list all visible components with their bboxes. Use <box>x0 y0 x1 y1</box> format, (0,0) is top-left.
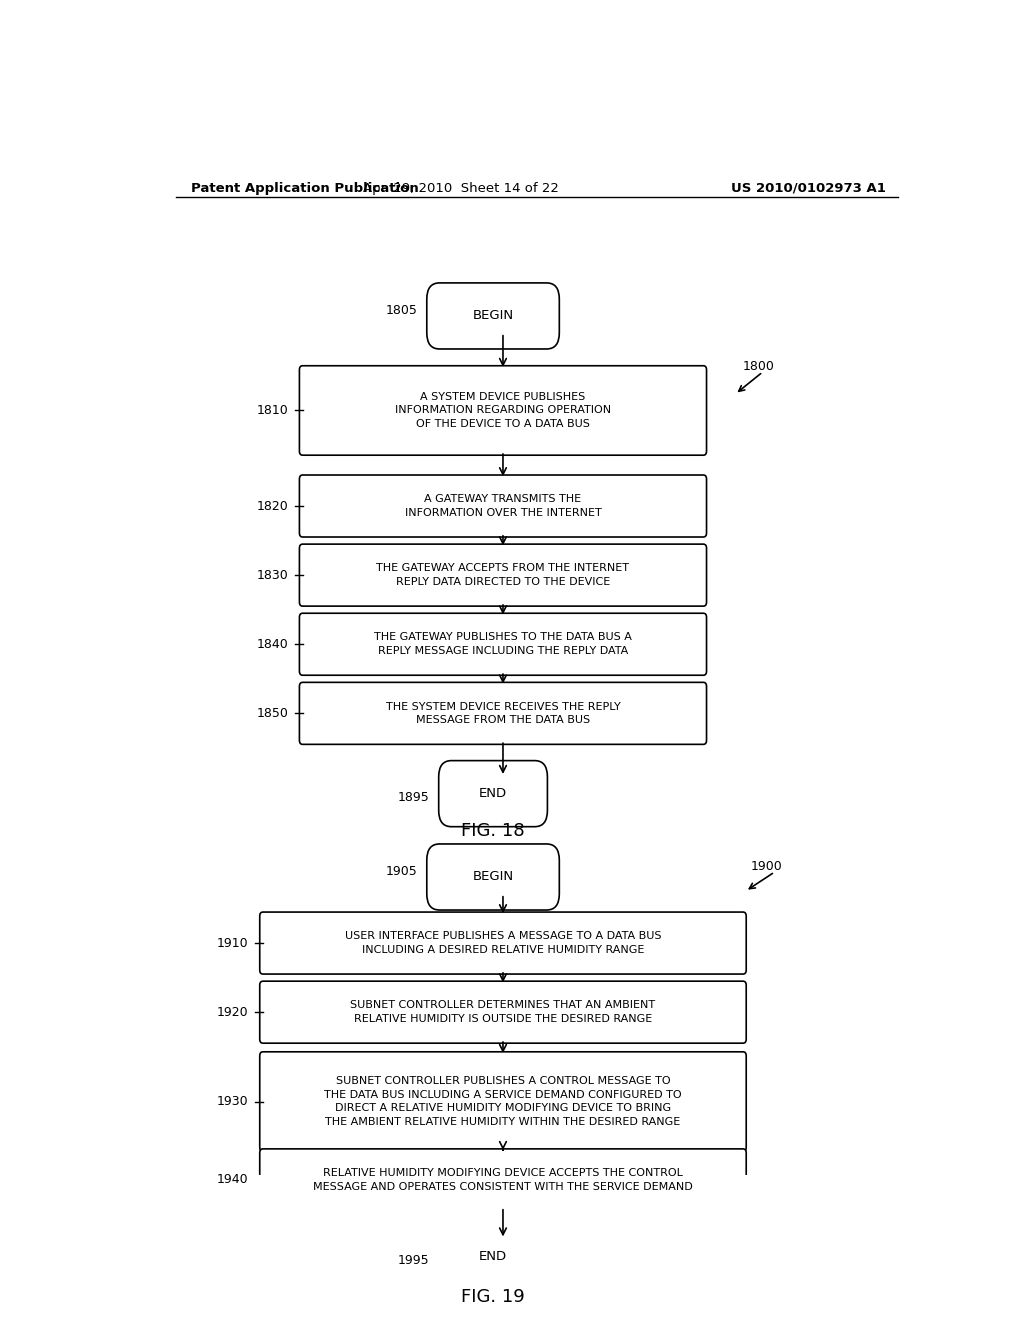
Text: FIG. 18: FIG. 18 <box>461 822 525 841</box>
FancyBboxPatch shape <box>260 981 746 1043</box>
Text: BEGIN: BEGIN <box>472 309 514 322</box>
Text: SUBNET CONTROLLER PUBLISHES A CONTROL MESSAGE TO
THE DATA BUS INCLUDING A SERVIC: SUBNET CONTROLLER PUBLISHES A CONTROL ME… <box>325 1076 682 1127</box>
Text: 1930: 1930 <box>217 1096 249 1107</box>
Text: 1810: 1810 <box>257 404 289 417</box>
Text: THE GATEWAY ACCEPTS FROM THE INTERNET
REPLY DATA DIRECTED TO THE DEVICE: THE GATEWAY ACCEPTS FROM THE INTERNET RE… <box>377 564 630 587</box>
Text: Apr. 29, 2010  Sheet 14 of 22: Apr. 29, 2010 Sheet 14 of 22 <box>364 182 559 195</box>
Text: 1940: 1940 <box>217 1173 249 1187</box>
Text: END: END <box>479 787 507 800</box>
FancyBboxPatch shape <box>299 475 707 537</box>
FancyBboxPatch shape <box>260 1052 746 1151</box>
Text: 1920: 1920 <box>217 1006 249 1019</box>
FancyBboxPatch shape <box>427 282 559 348</box>
Text: THE GATEWAY PUBLISHES TO THE DATA BUS A
REPLY MESSAGE INCLUDING THE REPLY DATA: THE GATEWAY PUBLISHES TO THE DATA BUS A … <box>374 632 632 656</box>
Text: A GATEWAY TRANSMITS THE
INFORMATION OVER THE INTERNET: A GATEWAY TRANSMITS THE INFORMATION OVER… <box>404 494 601 517</box>
Text: Patent Application Publication: Patent Application Publication <box>191 182 419 195</box>
Text: 1820: 1820 <box>257 499 289 512</box>
Text: 1910: 1910 <box>217 937 249 949</box>
FancyBboxPatch shape <box>438 1224 548 1290</box>
Text: 1800: 1800 <box>743 360 775 374</box>
Text: BEGIN: BEGIN <box>472 870 514 883</box>
Text: US 2010/0102973 A1: US 2010/0102973 A1 <box>731 182 886 195</box>
FancyBboxPatch shape <box>299 544 707 606</box>
FancyBboxPatch shape <box>299 682 707 744</box>
Text: 1905: 1905 <box>386 866 418 878</box>
Text: 1850: 1850 <box>256 706 289 719</box>
Text: 1895: 1895 <box>397 791 430 804</box>
FancyBboxPatch shape <box>438 760 548 826</box>
Text: RELATIVE HUMIDITY MODIFYING DEVICE ACCEPTS THE CONTROL
MESSAGE AND OPERATES CONS: RELATIVE HUMIDITY MODIFYING DEVICE ACCEP… <box>313 1168 693 1192</box>
Text: SUBNET CONTROLLER DETERMINES THAT AN AMBIENT
RELATIVE HUMIDITY IS OUTSIDE THE DE: SUBNET CONTROLLER DETERMINES THAT AN AMB… <box>350 1001 655 1024</box>
FancyBboxPatch shape <box>427 843 559 909</box>
Text: USER INTERFACE PUBLISHES A MESSAGE TO A DATA BUS
INCLUDING A DESIRED RELATIVE HU: USER INTERFACE PUBLISHES A MESSAGE TO A … <box>345 932 662 954</box>
Text: A SYSTEM DEVICE PUBLISHES
INFORMATION REGARDING OPERATION
OF THE DEVICE TO A DAT: A SYSTEM DEVICE PUBLISHES INFORMATION RE… <box>395 392 611 429</box>
Text: 1805: 1805 <box>386 305 418 317</box>
FancyBboxPatch shape <box>299 366 707 455</box>
FancyBboxPatch shape <box>260 1148 746 1210</box>
Text: 1995: 1995 <box>398 1254 430 1267</box>
Text: END: END <box>479 1250 507 1263</box>
FancyBboxPatch shape <box>260 912 746 974</box>
Text: 1840: 1840 <box>257 638 289 651</box>
Text: THE SYSTEM DEVICE RECEIVES THE REPLY
MESSAGE FROM THE DATA BUS: THE SYSTEM DEVICE RECEIVES THE REPLY MES… <box>386 701 621 725</box>
Text: FIG. 19: FIG. 19 <box>461 1288 525 1305</box>
FancyBboxPatch shape <box>299 614 707 676</box>
Text: 1900: 1900 <box>751 861 782 874</box>
Text: 1830: 1830 <box>257 569 289 582</box>
